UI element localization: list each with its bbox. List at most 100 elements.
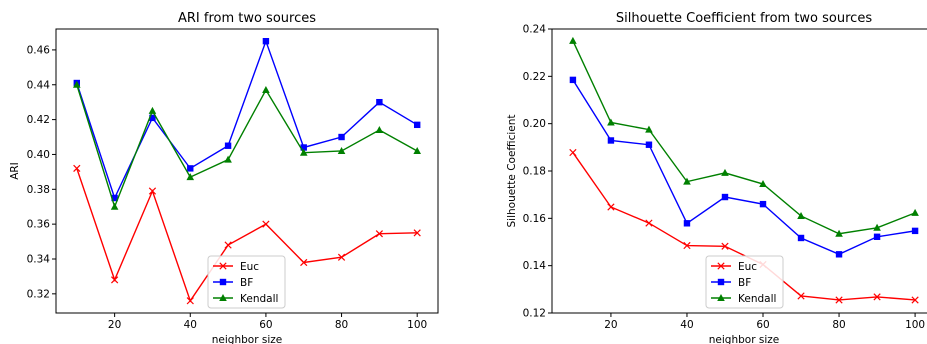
x-axis-label: neighbor size <box>212 334 282 344</box>
data-point <box>149 114 156 122</box>
data-point <box>219 278 227 286</box>
x-tick-label: 20 <box>108 319 121 331</box>
y-tick-label: 0.38 <box>27 184 50 196</box>
axis-ticks: 20 40 60 80 100 0.32 0.34 0.36 0.38 0.40 0.42 0.44 0… <box>27 44 428 331</box>
data-point <box>224 241 232 249</box>
marker-stroke <box>569 148 577 157</box>
marker-stroke <box>717 262 725 270</box>
data-point <box>338 133 345 141</box>
y-tick-label: 0.32 <box>27 288 50 300</box>
marker-stroke <box>110 276 119 284</box>
data-point <box>569 76 577 84</box>
marker-stroke <box>375 230 384 238</box>
marker-stroke <box>911 296 919 304</box>
data-point <box>219 294 227 301</box>
x-axis-label: neighbor size <box>709 334 779 344</box>
data-point <box>413 229 421 237</box>
chart-title: Silhouette Coefficient from two sources <box>616 11 872 26</box>
y-axis-label: Silhouette Coefficient <box>506 114 518 227</box>
data-point <box>224 155 232 163</box>
data-point <box>717 294 725 301</box>
marker-stroke <box>797 292 805 300</box>
data-point <box>73 80 81 88</box>
data-point <box>873 233 881 240</box>
legend-label: Euc <box>240 261 259 273</box>
legend-label: Euc <box>738 261 757 273</box>
y-tick-label: 0.16 <box>523 213 547 225</box>
marker-stroke <box>413 229 421 237</box>
marker-stroke <box>73 164 81 173</box>
marker-stroke <box>683 241 691 250</box>
data-point <box>187 165 194 172</box>
x-tick-label: 80 <box>335 319 348 331</box>
y-tick-label: 0.22 <box>523 71 546 83</box>
data-point <box>111 194 118 202</box>
legend-box <box>207 255 286 309</box>
x-tick-label: 100 <box>407 319 427 331</box>
marker-stroke <box>645 219 653 227</box>
y-tick-label: 0.20 <box>523 118 546 130</box>
marker-stroke <box>224 241 232 249</box>
data-point <box>717 262 725 270</box>
data-point <box>759 200 767 208</box>
data-point <box>110 202 119 210</box>
data-point <box>375 230 384 238</box>
series-line <box>76 168 418 303</box>
marker-stroke <box>262 220 270 228</box>
series-line <box>572 40 916 235</box>
y-axis-label: ARI <box>9 162 21 180</box>
chart-ari: ARI from two sources 20 40 60 80 100 0.32 0.34… <box>9 11 439 344</box>
chart-silhouette: Silhouette Coefficient from two sources … <box>506 11 927 344</box>
data-point <box>186 297 194 305</box>
legend-box <box>705 255 784 309</box>
x-tick-label: 100 <box>905 319 925 331</box>
data-point <box>607 203 615 211</box>
x-tick-label: 60 <box>259 319 272 331</box>
data-point <box>721 242 729 250</box>
data-point <box>337 146 346 154</box>
series-layer <box>569 36 919 304</box>
y-tick-label: 0.42 <box>27 114 50 126</box>
data-point <box>300 144 307 151</box>
y-tick-label: 0.14 <box>523 260 547 272</box>
legend-label: BF <box>240 277 253 289</box>
data-point <box>607 118 615 126</box>
legend-label: Kendall <box>738 293 776 305</box>
series-layer <box>73 37 421 305</box>
marker-stroke <box>219 262 227 270</box>
data-point <box>148 187 157 195</box>
data-point <box>110 276 119 284</box>
marker-stroke <box>186 297 194 305</box>
data-point <box>683 220 691 227</box>
y-tick-label: 0.24 <box>523 24 547 36</box>
y-tick-label: 0.34 <box>27 253 51 265</box>
marker-stroke <box>607 203 615 211</box>
series-line <box>76 84 418 209</box>
data-point <box>721 193 729 201</box>
data-point <box>375 126 384 134</box>
data-point <box>299 148 308 156</box>
data-point <box>413 121 421 129</box>
x-tick-label: 40 <box>680 319 693 331</box>
data-point <box>262 85 270 93</box>
data-point <box>569 36 577 44</box>
data-point <box>607 137 615 144</box>
data-point <box>337 253 346 261</box>
data-point <box>797 292 805 300</box>
data-point <box>873 223 881 231</box>
data-point <box>683 241 691 250</box>
marker-stroke <box>721 242 729 250</box>
series-line <box>572 152 916 301</box>
legend: Euc BF Kendall <box>705 255 784 309</box>
data-point <box>835 296 843 304</box>
data-point <box>300 258 308 267</box>
x-tick-label: 40 <box>184 319 197 331</box>
series-line <box>572 79 916 256</box>
x-tick-label: 80 <box>832 319 845 331</box>
data-point <box>683 177 691 185</box>
y-tick-label: 0.18 <box>523 166 546 178</box>
data-point <box>911 208 919 216</box>
chart-title: ARI from two sources <box>178 11 316 26</box>
data-point <box>148 106 157 114</box>
